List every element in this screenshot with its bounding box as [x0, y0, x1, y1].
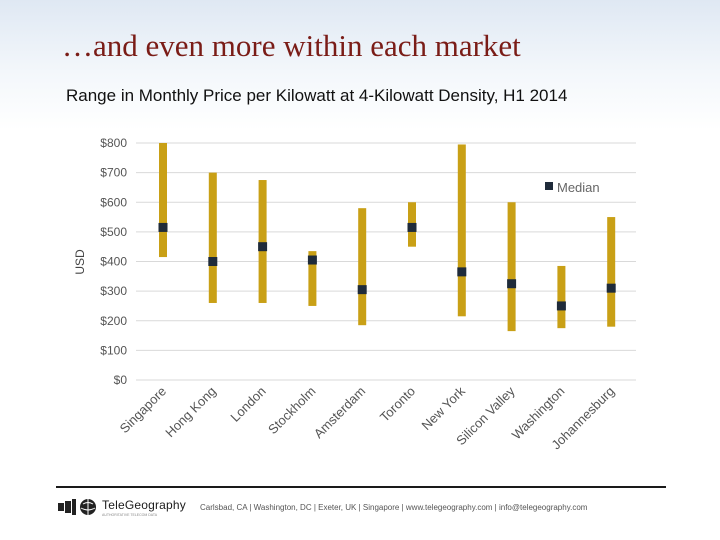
range-bar [208, 172, 217, 303]
globe-logo-icon [58, 499, 96, 515]
range-bar [358, 208, 367, 326]
y-tick-label: $100 [100, 343, 127, 357]
x-tick-label: Amsterdam [311, 384, 369, 442]
range-bar [507, 202, 516, 332]
median-markers [158, 222, 616, 311]
median-marker [158, 222, 168, 232]
median-marker [258, 242, 268, 252]
y-tick-label: $400 [100, 255, 127, 269]
x-tick-label: Toronto [377, 384, 418, 425]
y-tick-label: $300 [100, 284, 127, 298]
header-band [0, 0, 720, 130]
telegeography-logo: TeleGeography AUTHORITATIVE TELECOM DATA [58, 498, 188, 522]
footer-contact: Carlsbad, CA | Washington, DC | Exeter, … [200, 503, 588, 512]
range-bar [258, 180, 267, 303]
median-marker [507, 279, 517, 289]
range-bar [159, 143, 167, 258]
slide-subtitle: Range in Monthly Price per Kilowatt at 4… [66, 86, 568, 105]
footer-divider [56, 486, 666, 488]
y-tick-label: $700 [100, 166, 127, 180]
median-marker [357, 285, 367, 295]
x-tick-label: New York [418, 383, 468, 433]
median-marker [556, 301, 566, 311]
y-axis-ticks: $0 $100 $200 $300 $400 $500 $600 $700 $800 [100, 136, 127, 387]
x-tick-label: Stockholm [265, 384, 319, 438]
range-bar [607, 217, 616, 327]
gridlines [136, 142, 636, 381]
y-tick-label: $800 [100, 136, 127, 150]
y-tick-label: $500 [100, 225, 127, 239]
range-chart: $0 $100 $200 $300 $400 $500 $600 $700 $800 USD S… [73, 136, 636, 452]
x-tick-label: London [227, 384, 268, 425]
slide-title: …and even more within each market [62, 28, 521, 63]
range-bar [457, 144, 466, 317]
y-tick-label: $200 [100, 314, 127, 328]
median-marker [208, 257, 218, 266]
median-marker [606, 283, 616, 293]
x-tick-label: Singapore [117, 384, 170, 437]
range-bars [159, 143, 616, 332]
y-tick-label: $600 [100, 195, 127, 209]
legend-median-label: Median [557, 180, 600, 195]
y-tick-label: $0 [114, 373, 128, 387]
legend-median-swatch [545, 182, 553, 190]
legend: Median [545, 180, 600, 195]
range-bar [557, 265, 566, 329]
x-tick-label: Hong Kong [162, 384, 219, 441]
median-marker [307, 255, 317, 265]
logo-wordmark: TeleGeography [102, 498, 186, 512]
median-marker [457, 267, 467, 277]
median-marker [407, 222, 417, 232]
logo-tagline: AUTHORITATIVE TELECOM DATA [102, 513, 158, 517]
y-axis-label: USD [73, 249, 87, 275]
range-bar [308, 251, 317, 306]
